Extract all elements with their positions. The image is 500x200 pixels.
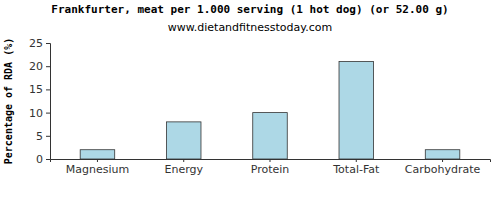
y-tick: 25 [29, 37, 50, 50]
x-tick: Protein [251, 159, 290, 176]
x-axis: Magnesium Energy Protein Total-Fat Carbohydr… [51, 159, 491, 176]
x-tick-label: Magnesium [66, 163, 129, 176]
x-tick-label: Total-Fat [332, 163, 380, 176]
x-tick: Total-Fat [332, 159, 380, 176]
y-tick: 0 [36, 153, 50, 166]
y-tick-mark [46, 89, 50, 90]
chart: Frankfurter, meat per 1.000 serving (1 h… [0, 0, 500, 200]
y-tick-mark [46, 136, 50, 137]
y-tick: 20 [29, 60, 50, 73]
x-tick-mark [270, 159, 271, 162]
x-tick-mark [97, 159, 98, 162]
bars [80, 62, 460, 159]
x-axis-line [51, 160, 491, 163]
y-tick: 15 [29, 83, 50, 96]
x-tick: Carbohydrate [405, 159, 481, 176]
y-tick: 5 [36, 130, 50, 143]
y-tick-label: 15 [29, 83, 43, 96]
x-tick-label: Energy [164, 163, 203, 176]
subtitle: www.dietandfitnesstoday.com [168, 21, 332, 34]
x-tick-label: Carbohydrate [405, 163, 481, 176]
y-tick-label: 20 [29, 60, 43, 73]
y-tick-mark [46, 113, 50, 114]
title: Frankfurter, meat per 1.000 serving (1 h… [51, 3, 448, 16]
y-tick-label: 25 [29, 37, 43, 50]
y-axis-line [46, 44, 51, 160]
y-tick: 10 [29, 107, 50, 120]
y-tick-label: 5 [36, 130, 43, 143]
y-tick-label: 10 [29, 107, 43, 120]
x-tick: Energy [164, 159, 203, 176]
x-tick-mark [356, 159, 357, 162]
y-tick-label: 0 [36, 153, 43, 166]
bar [425, 150, 460, 159]
x-tick: Magnesium [66, 159, 129, 176]
x-tick-mark [183, 159, 184, 162]
y-tick-mark [46, 43, 50, 44]
y-axis: 0 5 10 15 20 25 [29, 37, 51, 166]
x-tick-label: Protein [251, 163, 290, 176]
bar [166, 122, 201, 159]
bar [80, 150, 115, 159]
bar [339, 62, 374, 159]
x-tick-mark [442, 159, 443, 162]
y-tick-mark [46, 159, 50, 160]
y-tick-mark [46, 66, 50, 67]
bar [253, 113, 288, 159]
y-axis-title: Percentage of RDA (%) [3, 38, 14, 164]
